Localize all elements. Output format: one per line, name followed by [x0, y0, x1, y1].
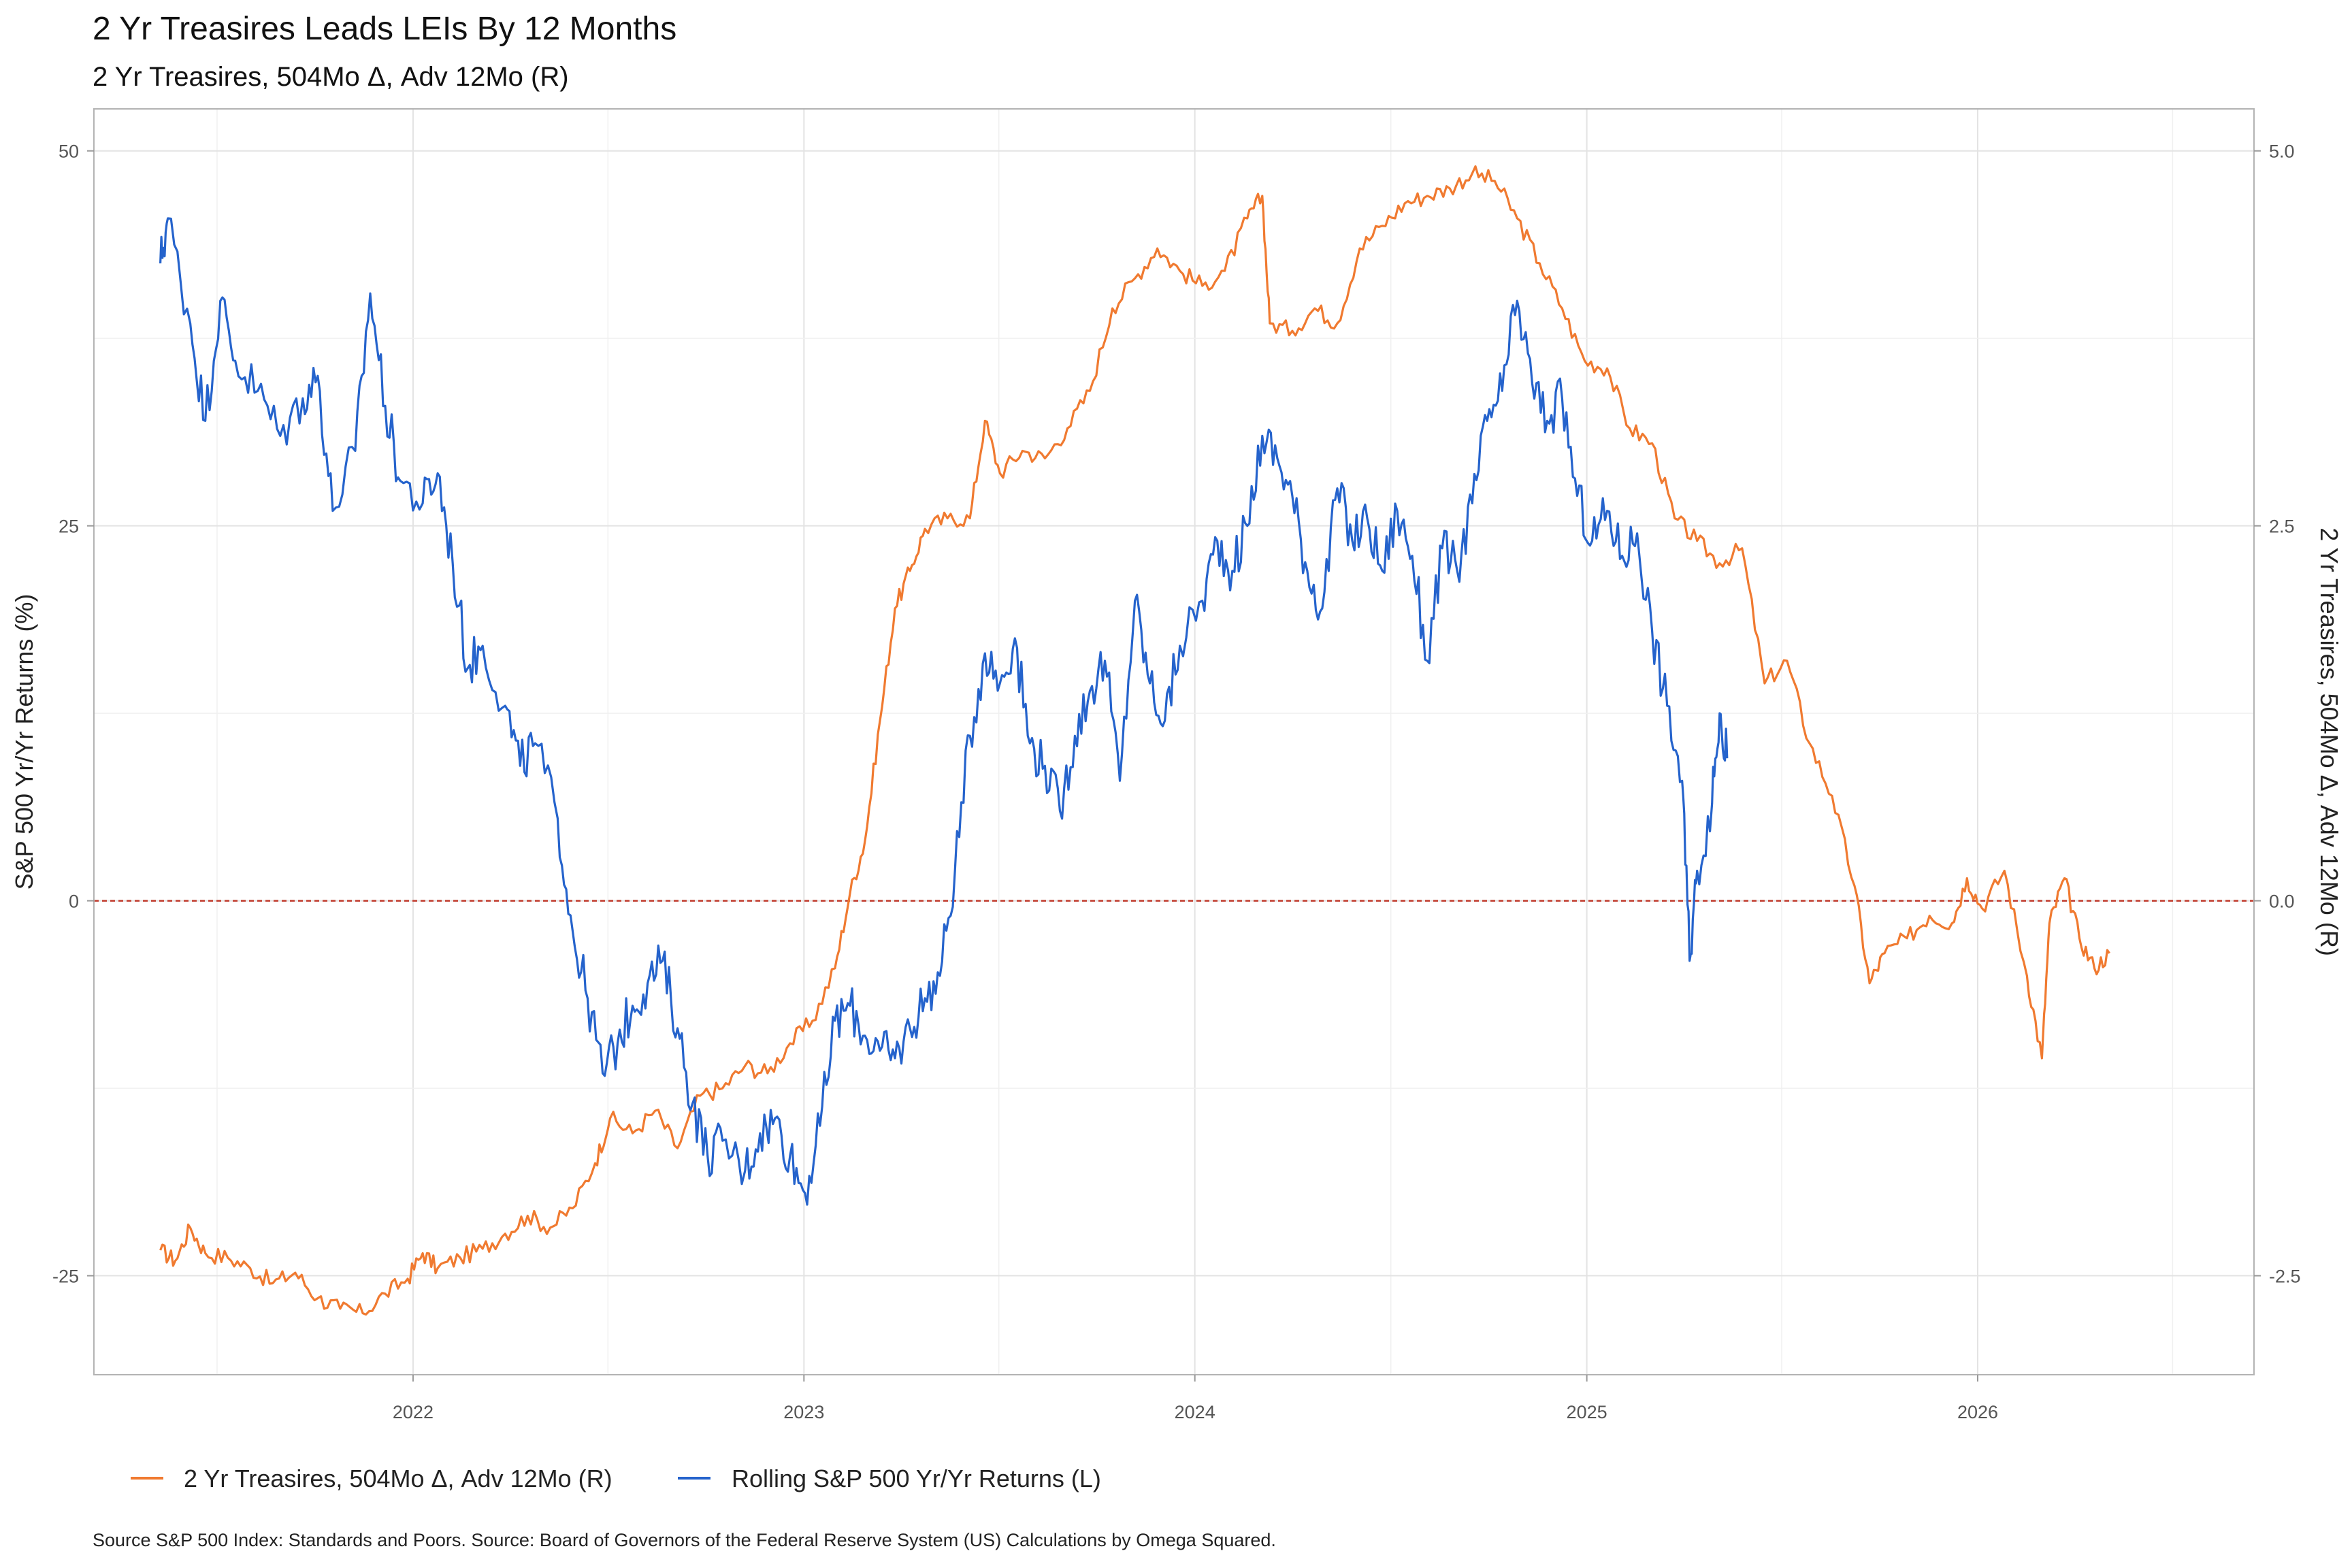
legend-label-sp500: Rolling S&P 500 Yr/Yr Returns (L) — [732, 1465, 1101, 1492]
y-left-tick-label: 25 — [59, 517, 79, 537]
y-axis-left-title: S&P 500 Yr/Yr Returns (%) — [10, 594, 38, 890]
y-left-tick-label: 50 — [59, 142, 79, 162]
axes: 2022 2023 2024 2025 2026 50 25 0 -25 5.0 2.5 0.0 -2.… — [52, 142, 2301, 1422]
x-tick-label-2024: 2024 — [1175, 1402, 1215, 1422]
series-line-treasuries — [159, 165, 2110, 1316]
y-right-tick-label: 5.0 — [2269, 142, 2295, 162]
grid — [94, 109, 2254, 1375]
x-tick-label-2025: 2025 — [1567, 1402, 1607, 1422]
y-right-tick-label: -2.5 — [2269, 1267, 2301, 1287]
x-tick-label-2026: 2026 — [1957, 1402, 1998, 1422]
y-right-tick-label: 0.0 — [2269, 892, 2295, 912]
y-left-tick-label: 0 — [69, 892, 79, 912]
y-left-tick-label: -25 — [52, 1267, 79, 1287]
legend: 2 Yr Treasires, 504Mo Δ, Adv 12Mo (R) Ro… — [131, 1465, 1101, 1492]
series-line-sp500 — [159, 217, 1729, 1206]
series-lines — [159, 165, 2110, 1316]
source-caption: Source S&P 500 Index: Standards and Poor… — [93, 1530, 1276, 1550]
x-tick-label-2022: 2022 — [393, 1402, 434, 1422]
x-tick-label-2023: 2023 — [783, 1402, 824, 1422]
plot-panel-border — [93, 108, 2255, 1375]
legend-label-treasuries: 2 Yr Treasires, 504Mo Δ, Adv 12Mo (R) — [184, 1465, 612, 1492]
y-axis-right-title: 2 Yr Treasires, 504Mo Δ, Adv 12Mo (R) — [2315, 527, 2343, 956]
chart-subtitle: 2 Yr Treasires, 504Mo Δ, Adv 12Mo (R) — [93, 62, 569, 92]
chart-title: 2 Yr Treasires Leads LEIs By 12 Months — [93, 11, 676, 47]
y-right-tick-label: 2.5 — [2269, 517, 2295, 537]
